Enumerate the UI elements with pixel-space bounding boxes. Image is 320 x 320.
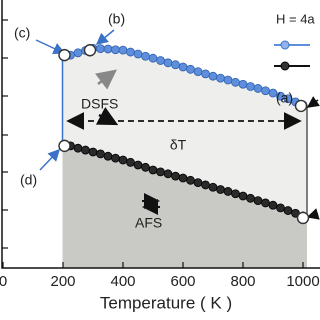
legend-marker: [280, 61, 290, 71]
data-point: [148, 165, 158, 175]
annotation: (b): [108, 11, 125, 27]
data-point: [171, 60, 180, 70]
annotation: (a): [276, 90, 293, 106]
data-point: [193, 67, 203, 76]
plot-frame: [1, 0, 320, 269]
data-point: [283, 94, 293, 104]
data-point: [103, 151, 113, 161]
data-point: [216, 73, 225, 83]
data-point: [163, 58, 173, 68]
data-point: [201, 180, 210, 190]
data-point: [246, 82, 255, 91]
pointer: [39, 148, 61, 171]
data-point: [268, 88, 278, 98]
annotation: δT: [170, 137, 187, 153]
regions: [61, 48, 308, 268]
data-point: [178, 173, 188, 183]
data-point: [141, 162, 150, 172]
data-point: [163, 169, 173, 179]
data-point: [216, 185, 225, 194]
x-tick-label: 200: [50, 273, 75, 290]
annotation: DSFS: [81, 96, 118, 112]
data-point: [133, 160, 143, 170]
data-point: [118, 45, 128, 55]
x-tick-label: 1000: [286, 273, 319, 290]
data-point: [171, 171, 180, 181]
data-point: [178, 62, 188, 72]
data-point: [268, 200, 278, 210]
data-point: [283, 206, 293, 215]
highlight-circle: [83, 44, 97, 57]
data-point: [223, 187, 233, 196]
data-point: [126, 47, 135, 57]
data-point: [156, 167, 165, 177]
x-tick-label: 0: [0, 273, 7, 290]
data-point: [186, 64, 195, 74]
data-point: [261, 198, 270, 208]
data-point: [111, 45, 120, 55]
data-point: [73, 143, 83, 153]
data-point: [186, 175, 195, 185]
data-point: [231, 189, 240, 199]
data-point: [276, 203, 285, 213]
data-point: [238, 79, 248, 89]
data-point: [141, 51, 150, 61]
data-point: [81, 145, 90, 155]
data-point: [261, 86, 270, 96]
data-point: [103, 44, 113, 54]
data-point: [118, 155, 128, 165]
data-point: [253, 84, 263, 93]
data-point: [111, 153, 120, 163]
data-point: [156, 56, 165, 65]
annotation: (d): [20, 172, 37, 188]
data-point: [148, 53, 158, 63]
annotation: AFS: [135, 215, 162, 231]
data-point: [208, 71, 218, 81]
data-point: [208, 182, 218, 192]
data-point: [96, 44, 105, 54]
x-axis-label: Temperature ( K ): [100, 293, 232, 312]
data-point: [253, 196, 263, 206]
data-point: [96, 149, 105, 159]
data-point: [201, 69, 210, 79]
pointer: [35, 39, 66, 55]
x-tick-label: 800: [230, 273, 255, 290]
highlight-circle: [58, 139, 71, 153]
data-point: [246, 193, 255, 203]
annotation: (c): [14, 25, 30, 41]
legend-title: H = 4a: [276, 11, 315, 26]
data-point: [133, 49, 143, 59]
data-point: [238, 191, 248, 201]
data-point: [193, 178, 203, 188]
pointer: [306, 96, 320, 108]
pointer: [306, 208, 320, 220]
data-point: [276, 91, 285, 101]
highlight-circle: [58, 48, 71, 62]
legend-marker: [280, 40, 290, 50]
data-point: [88, 147, 98, 157]
data-point: [126, 157, 135, 167]
highlight-circle: [296, 211, 310, 225]
data-point: [231, 77, 240, 87]
hysteresis-region: [62, 48, 307, 216]
data-point: [73, 48, 83, 58]
pointer: [95, 29, 115, 45]
x-tick-label: 600: [170, 273, 195, 290]
highlight-circle: [294, 99, 308, 113]
x-tick-label: 400: [110, 273, 135, 290]
afs-region: [62, 145, 307, 268]
field-arrow: [95, 69, 117, 90]
left-ticks: [2, 19, 8, 249]
data-point: [223, 75, 233, 85]
